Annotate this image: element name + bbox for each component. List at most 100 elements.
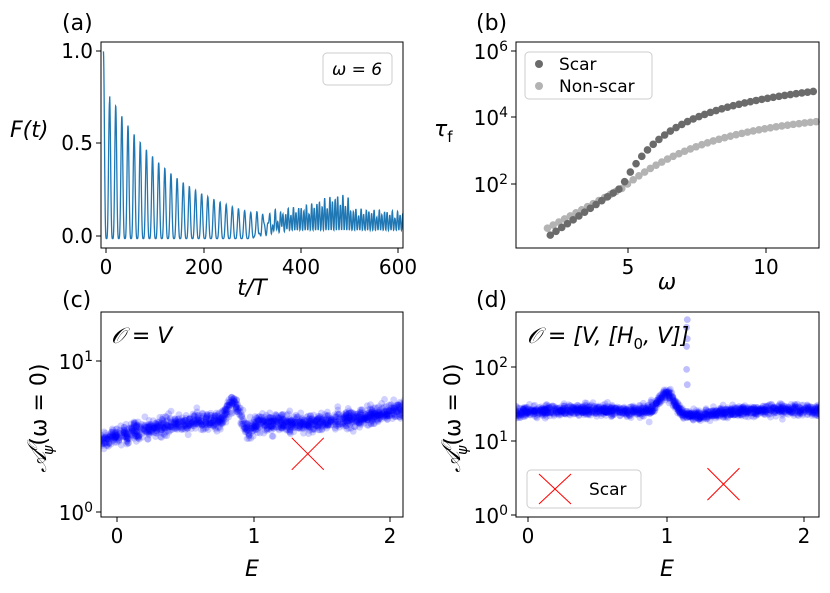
b-point-scar	[592, 200, 600, 209]
c-point	[240, 420, 247, 428]
d-point	[775, 403, 783, 411]
d-point	[809, 407, 817, 415]
d-point	[645, 407, 653, 415]
c-point	[383, 412, 391, 420]
c-point	[263, 421, 270, 429]
c-point	[383, 410, 391, 418]
c-point	[260, 429, 268, 437]
c-point	[105, 433, 113, 441]
c-point	[159, 413, 167, 421]
c-xtick-0: 0	[111, 524, 124, 548]
c-point	[325, 415, 333, 423]
d-point	[622, 405, 630, 413]
d-point	[550, 409, 557, 417]
c-point	[270, 424, 278, 432]
d-point	[549, 402, 557, 410]
d-point	[704, 408, 712, 416]
c-point	[159, 417, 167, 425]
c-point	[111, 429, 119, 437]
c-point	[261, 421, 268, 429]
d-point	[621, 407, 629, 415]
c-point	[103, 439, 110, 447]
d-point	[579, 409, 587, 417]
b-point-nonscar	[640, 168, 649, 176]
d-point	[648, 400, 656, 408]
d-point	[775, 406, 783, 414]
d-point	[681, 412, 689, 420]
c-point	[216, 417, 224, 425]
d-point	[804, 407, 812, 415]
c-point	[153, 423, 161, 430]
c-point	[400, 413, 403, 420]
panel-a-ticks	[96, 50, 399, 253]
d-point	[744, 405, 752, 413]
d-point	[737, 403, 745, 411]
c-point	[396, 402, 403, 410]
d-point	[610, 410, 618, 418]
c-point	[173, 420, 181, 428]
c-point	[273, 418, 281, 425]
d-point	[722, 405, 730, 413]
b-point-scar	[626, 168, 635, 176]
c-point	[334, 403, 342, 411]
c-point	[319, 419, 327, 426]
c-point	[300, 429, 307, 437]
d-point	[777, 405, 784, 413]
d-point	[619, 409, 627, 417]
d-point	[734, 408, 741, 416]
c-point	[165, 410, 172, 418]
c-point	[283, 421, 291, 429]
d-point	[688, 411, 695, 418]
d-point	[739, 403, 747, 411]
b-point-nonscar	[755, 126, 763, 134]
c-point	[242, 426, 250, 434]
c-point	[252, 417, 260, 425]
d-point	[708, 407, 716, 415]
c-point	[140, 427, 148, 434]
c-point	[370, 415, 378, 423]
d-point	[686, 408, 693, 415]
c-point	[265, 422, 273, 430]
c-point	[272, 417, 280, 425]
b-point-scar	[780, 91, 789, 100]
b-point-scar	[718, 104, 726, 113]
d-point	[695, 414, 703, 422]
d-point	[669, 401, 677, 409]
d-point	[576, 405, 584, 413]
d-point	[585, 403, 593, 411]
d-point	[591, 406, 599, 414]
c-point	[197, 418, 205, 426]
c-point	[214, 424, 222, 431]
c-point	[327, 417, 334, 425]
d-point	[591, 409, 599, 417]
c-point	[363, 416, 371, 424]
c-point	[155, 418, 163, 426]
d-point	[570, 407, 577, 414]
c-point	[371, 410, 378, 418]
d-point	[519, 406, 527, 413]
d-point	[766, 401, 774, 408]
d-point	[646, 407, 654, 415]
d-point	[600, 404, 608, 412]
d-point	[771, 408, 779, 415]
c-point	[260, 423, 268, 431]
c-point	[214, 417, 222, 424]
d-point	[620, 409, 627, 417]
d-point	[787, 407, 795, 415]
d-point	[648, 408, 655, 416]
d-point	[787, 408, 795, 416]
d-point	[541, 405, 548, 413]
c-point	[259, 418, 267, 426]
d-point	[632, 405, 640, 412]
c-point	[189, 415, 197, 423]
c-point	[146, 421, 153, 428]
d-point	[598, 407, 605, 415]
c-point	[253, 419, 260, 426]
c-point	[364, 416, 371, 424]
d-point	[587, 403, 594, 411]
d-point	[550, 412, 558, 420]
c-point	[360, 416, 368, 424]
c-point	[175, 424, 182, 432]
c-point	[388, 404, 396, 412]
c-point	[358, 406, 366, 414]
